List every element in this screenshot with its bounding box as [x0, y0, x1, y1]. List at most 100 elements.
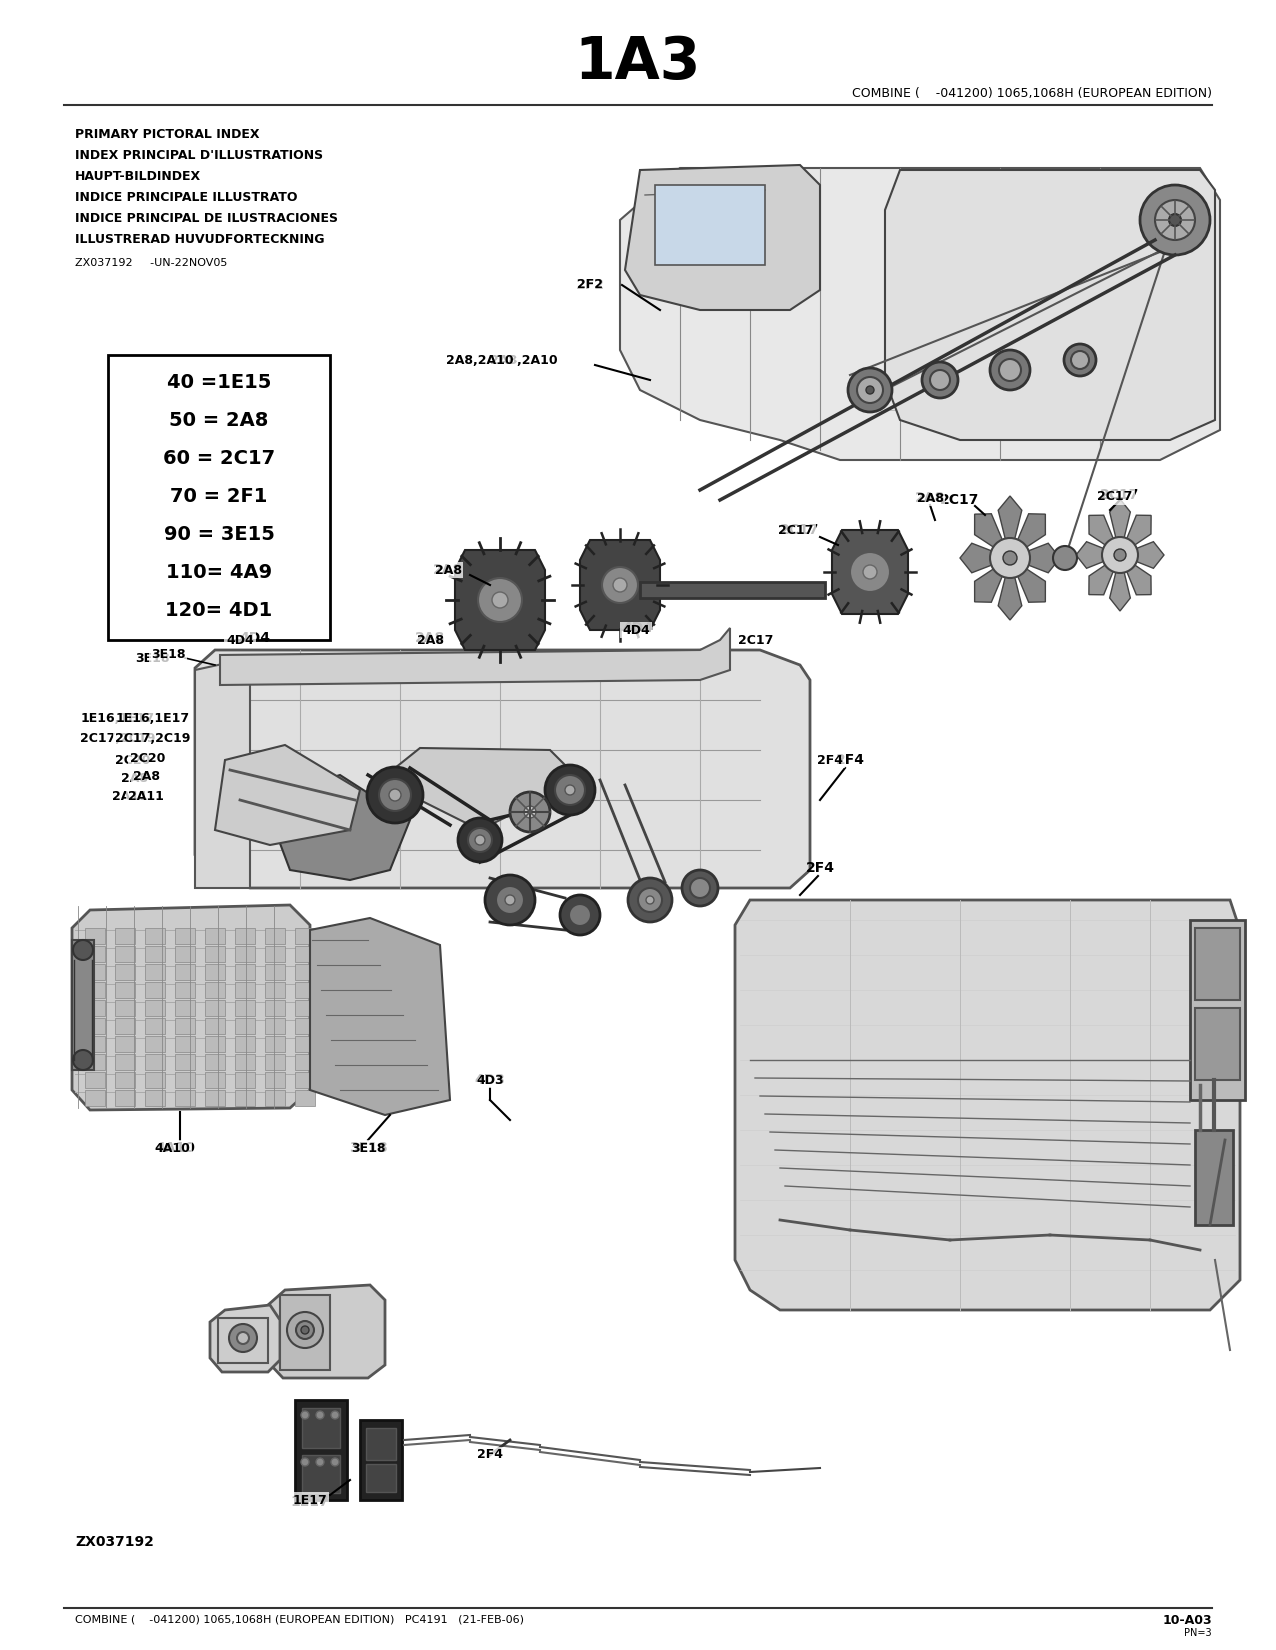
Bar	[205, 1036, 225, 1053]
Bar	[175, 1000, 195, 1016]
Bar	[85, 1054, 105, 1069]
Text: PN=3: PN=3	[1184, 1629, 1212, 1638]
Bar	[235, 927, 255, 944]
Circle shape	[1169, 214, 1182, 226]
Circle shape	[301, 1411, 309, 1419]
Bar	[302, 1407, 339, 1449]
Polygon shape	[1120, 541, 1164, 568]
Text: 2A8,2A10: 2A8,2A10	[447, 353, 514, 366]
Text: ILLUSTRERAD HUVUDFORTECKNING: ILLUSTRERAD HUVUDFORTECKNING	[75, 233, 324, 246]
Bar	[205, 1054, 225, 1069]
Polygon shape	[1011, 543, 1060, 573]
Text: 2C17: 2C17	[1097, 490, 1133, 503]
Text: 40 =1E15: 40 =1E15	[167, 373, 272, 393]
Bar	[85, 927, 105, 944]
Text: 2C20: 2C20	[115, 754, 151, 767]
Text: PRIMARY PICTORAL INDEX: PRIMARY PICTORAL INDEX	[75, 129, 259, 140]
Bar	[265, 1091, 285, 1106]
Text: 1A3: 1A3	[574, 33, 702, 91]
Bar	[145, 1018, 165, 1035]
Text: 2F2: 2F2	[575, 277, 605, 292]
Circle shape	[287, 1312, 323, 1348]
Text: INDEX PRINCIPAL D'ILLUSTRATIONS: INDEX PRINCIPAL D'ILLUSTRATIONS	[75, 148, 323, 162]
Polygon shape	[960, 543, 1011, 573]
Text: 4D4: 4D4	[226, 634, 254, 647]
Circle shape	[316, 1411, 324, 1419]
Bar	[145, 945, 165, 962]
Bar	[115, 964, 135, 980]
Circle shape	[555, 776, 584, 805]
Text: 3E18: 3E18	[135, 652, 170, 665]
Text: COMBINE (    -041200) 1065,1068H (EUROPEAN EDITION): COMBINE ( -041200) 1065,1068H (EUROPEAN …	[852, 87, 1212, 101]
Text: 120= 4D1: 120= 4D1	[166, 601, 273, 620]
Bar	[265, 1000, 285, 1016]
Polygon shape	[1076, 541, 1120, 568]
Bar	[265, 1054, 285, 1069]
Bar	[115, 1091, 135, 1106]
Circle shape	[646, 896, 655, 904]
Bar	[265, 1018, 285, 1035]
Polygon shape	[1120, 554, 1151, 594]
Text: 2F4: 2F4	[477, 1449, 503, 1462]
Circle shape	[999, 360, 1021, 381]
Bar	[85, 1000, 105, 1016]
Bar	[235, 945, 255, 962]
Polygon shape	[276, 776, 410, 879]
Circle shape	[690, 878, 709, 898]
Circle shape	[681, 870, 718, 906]
Bar	[115, 1018, 135, 1035]
Circle shape	[505, 894, 516, 904]
Circle shape	[638, 888, 662, 912]
Polygon shape	[195, 658, 250, 888]
Text: 3E18: 3E18	[348, 1142, 388, 1155]
Circle shape	[990, 538, 1030, 577]
Text: 4D4: 4D4	[623, 624, 649, 637]
Text: COMBINE (    -041200) 1065,1068H (EUROPEAN EDITION)   PC4191   (21-FEB-06): COMBINE ( -041200) 1065,1068H (EUROPEAN …	[75, 1614, 524, 1624]
Text: 4D4: 4D4	[623, 620, 653, 635]
Bar	[115, 1072, 135, 1087]
Circle shape	[1114, 549, 1125, 561]
Bar	[71, 940, 94, 1069]
Circle shape	[496, 886, 524, 914]
Circle shape	[1139, 185, 1210, 256]
Bar	[145, 964, 165, 980]
Bar	[85, 1091, 105, 1106]
Bar	[1191, 921, 1245, 1101]
Circle shape	[379, 779, 411, 812]
Text: 3E18: 3E18	[151, 648, 185, 662]
Polygon shape	[975, 513, 1011, 558]
Bar	[641, 582, 826, 597]
Bar	[175, 982, 195, 998]
Polygon shape	[456, 549, 545, 650]
Circle shape	[923, 361, 958, 398]
Text: 4A10: 4A10	[156, 1142, 195, 1155]
Bar	[145, 1000, 165, 1016]
Text: 1E16,1E17: 1E16,1E17	[116, 711, 190, 724]
Circle shape	[1003, 551, 1017, 564]
Bar	[235, 964, 255, 980]
Circle shape	[545, 766, 595, 815]
Polygon shape	[1110, 498, 1131, 554]
Bar	[235, 1054, 255, 1069]
Text: 2F4: 2F4	[817, 754, 843, 767]
Circle shape	[301, 1459, 309, 1465]
Bar	[175, 1018, 195, 1035]
Text: 2A8: 2A8	[415, 630, 445, 645]
Bar	[205, 945, 225, 962]
Bar	[295, 1399, 347, 1500]
Text: 2A8: 2A8	[133, 769, 160, 782]
Bar	[145, 927, 165, 944]
Bar	[295, 964, 315, 980]
Text: 2A8: 2A8	[435, 564, 462, 576]
Text: ZX037192     -UN-22NOV05: ZX037192 -UN-22NOV05	[75, 257, 227, 267]
Text: 2C17: 2C17	[940, 493, 980, 507]
Polygon shape	[1110, 554, 1131, 610]
Bar	[279, 1295, 330, 1370]
Bar	[85, 1018, 105, 1035]
Circle shape	[560, 894, 600, 936]
Text: 2F4: 2F4	[805, 861, 835, 875]
Polygon shape	[832, 530, 909, 614]
Text: 2A8,2A10: 2A8,2A10	[490, 353, 558, 366]
Text: 4D4: 4D4	[240, 630, 271, 645]
Bar	[360, 1421, 402, 1500]
